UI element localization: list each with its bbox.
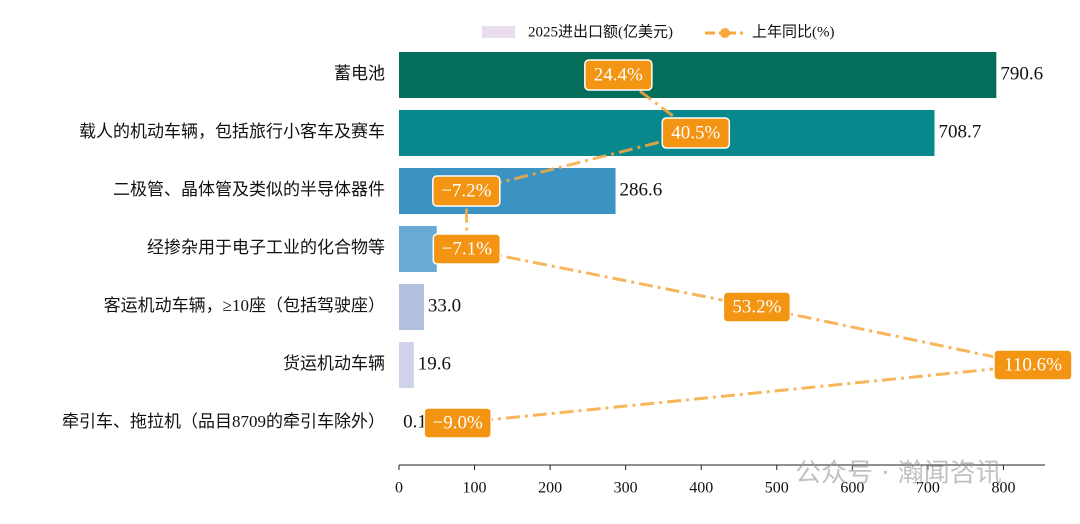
bar-value-label: 790.6: [1000, 63, 1043, 84]
bar: [399, 284, 424, 330]
point-label: 110.6%: [994, 350, 1072, 380]
y-tick-label: 牵引车、拖拉机（品目8709的牵引车除外）: [62, 412, 385, 431]
point-label-text: −7.2%: [441, 180, 491, 201]
y-tick-label: 二极管、晶体管及类似的半导体器件: [113, 180, 385, 199]
watermark: 公众号 · 瀚闻咨讯: [795, 459, 1002, 489]
legend-label: 2025进出口额(亿美元): [528, 23, 673, 40]
point-label: 40.5%: [662, 118, 729, 148]
point-label-text: 53.2%: [732, 296, 781, 317]
legend-marker: [720, 28, 730, 38]
point-label: 53.2%: [723, 292, 790, 322]
y-tick-label: 载人的机动车辆，包括旅行小客车及赛车: [79, 121, 385, 141]
bar-value-label: 286.6: [620, 179, 663, 200]
point-label-text: 40.5%: [671, 122, 720, 143]
legend-swatch: [482, 26, 515, 38]
bar: [399, 342, 414, 388]
y-tick-label: 货运机动车辆: [283, 354, 385, 373]
point-label-text: −9.0%: [433, 412, 483, 433]
x-tick-label: 300: [614, 480, 638, 497]
bar-value-label: 19.6: [418, 353, 451, 374]
x-tick-label: 100: [463, 480, 487, 497]
point-label: 24.4%: [585, 60, 652, 90]
point-label: −7.2%: [433, 176, 500, 206]
point-label-text: −7.1%: [442, 238, 492, 259]
y-tick-label: 经掺杂用于电子工业的化合物等: [147, 238, 385, 257]
bar: [399, 168, 616, 214]
point-label-text: 24.4%: [594, 64, 643, 85]
bar-value-label: 33.0: [428, 295, 461, 316]
bar-value-label: 708.7: [938, 121, 981, 142]
legend-label: 上年同比(%): [752, 23, 835, 40]
point-label: −9.0%: [424, 408, 491, 438]
x-tick-label: 200: [538, 480, 562, 497]
point-label-text: 110.6%: [1004, 354, 1062, 375]
bar: [399, 52, 996, 98]
x-tick-label: 500: [765, 480, 789, 497]
bar-value-label: 0.1: [403, 411, 427, 432]
bar: [399, 226, 437, 272]
point-label: −7.1%: [433, 234, 500, 264]
x-tick-label: 0: [395, 480, 403, 497]
y-tick-label: 蓄电池: [334, 64, 385, 83]
x-tick-label: 400: [689, 480, 713, 497]
y-tick-label: 客运机动车辆，≥10座（包括驾驶座）: [104, 296, 385, 315]
